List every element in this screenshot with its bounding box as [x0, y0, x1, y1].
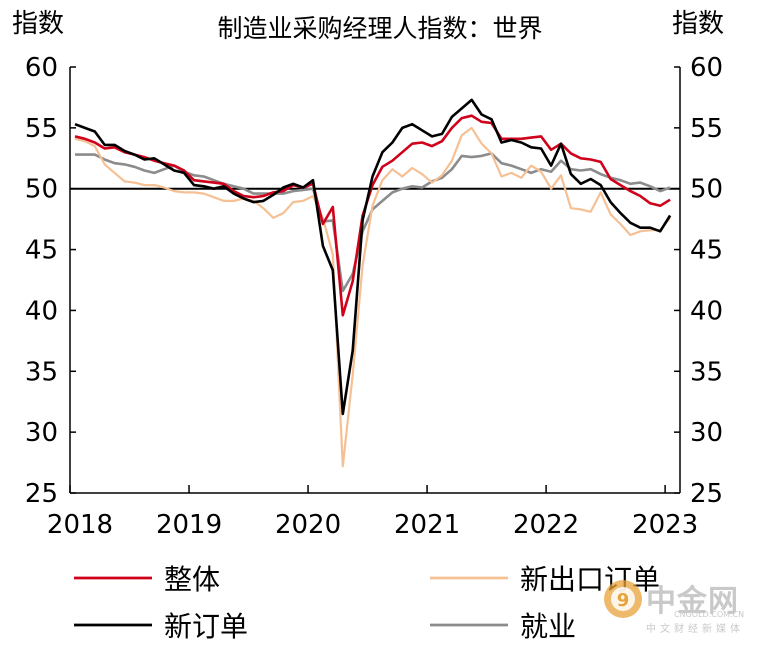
- x-tick-label: 2021: [394, 510, 460, 540]
- y-tick-left-label: 50: [25, 175, 58, 205]
- x-tick-label: 2018: [47, 510, 113, 540]
- watermark-en: CNGOLD.COM.CN: [674, 610, 745, 619]
- y-tick-right-label: 45: [690, 236, 723, 266]
- series-line-overall: [74, 114, 671, 317]
- y-ticks-left: 25 30 35 40 45 50 55 60: [25, 53, 76, 509]
- y-tick-right-label: 60: [690, 53, 723, 83]
- y-tick-left-label: 55: [25, 114, 58, 144]
- y-axis-right-label: 指数: [672, 9, 724, 39]
- y-tick-left-label: 60: [25, 53, 58, 83]
- series-group: [74, 98, 672, 468]
- y-ticks-right: 25 30 35 40 45 50 55 60: [674, 53, 723, 509]
- series-line-new-orders: [74, 98, 672, 416]
- x-tick-label: 2020: [275, 510, 341, 540]
- watermark-cn: 中金网: [646, 584, 739, 619]
- axes: [69, 67, 681, 494]
- legend-label-new-orders: 新订单: [164, 610, 248, 643]
- series-line-new-export-orders: [74, 126, 671, 468]
- y-tick-left-label: 40: [25, 296, 58, 326]
- x-tick-label: 2023: [632, 510, 698, 540]
- watermark-logo: 9 中金网 CNGOLD.COM.CN 中文财经新媒体: [602, 574, 752, 635]
- y-tick-right-label: 30: [690, 418, 723, 448]
- y-tick-left-label: 45: [25, 236, 58, 266]
- y-tick-right-label: 50: [690, 175, 723, 205]
- y-tick-right-label: 25: [690, 479, 723, 509]
- svg-text:9: 9: [617, 590, 630, 611]
- x-tick-label: 2019: [156, 510, 222, 540]
- y-tick-left-label: 35: [25, 357, 58, 387]
- y-tick-left-label: 30: [25, 418, 58, 448]
- y-tick-left-label: 25: [25, 479, 58, 509]
- watermark-sub: 中文财经新媒体: [646, 624, 744, 635]
- legend-label-overall: 整体: [164, 563, 220, 596]
- x-tick-label: 2022: [513, 510, 579, 540]
- y-axis-left-label: 指数: [12, 9, 64, 39]
- y-tick-right-label: 40: [690, 296, 723, 326]
- y-tick-right-label: 35: [690, 357, 723, 387]
- x-ticks: 2018 2019 2020 2021 2022 2023: [47, 485, 698, 540]
- y-tick-right-label: 55: [690, 114, 723, 144]
- coin-icon: 9: [604, 580, 642, 618]
- chart-title: 制造业采购经理人指数：世界: [217, 14, 542, 43]
- legend-label-employment: 就业: [520, 610, 576, 643]
